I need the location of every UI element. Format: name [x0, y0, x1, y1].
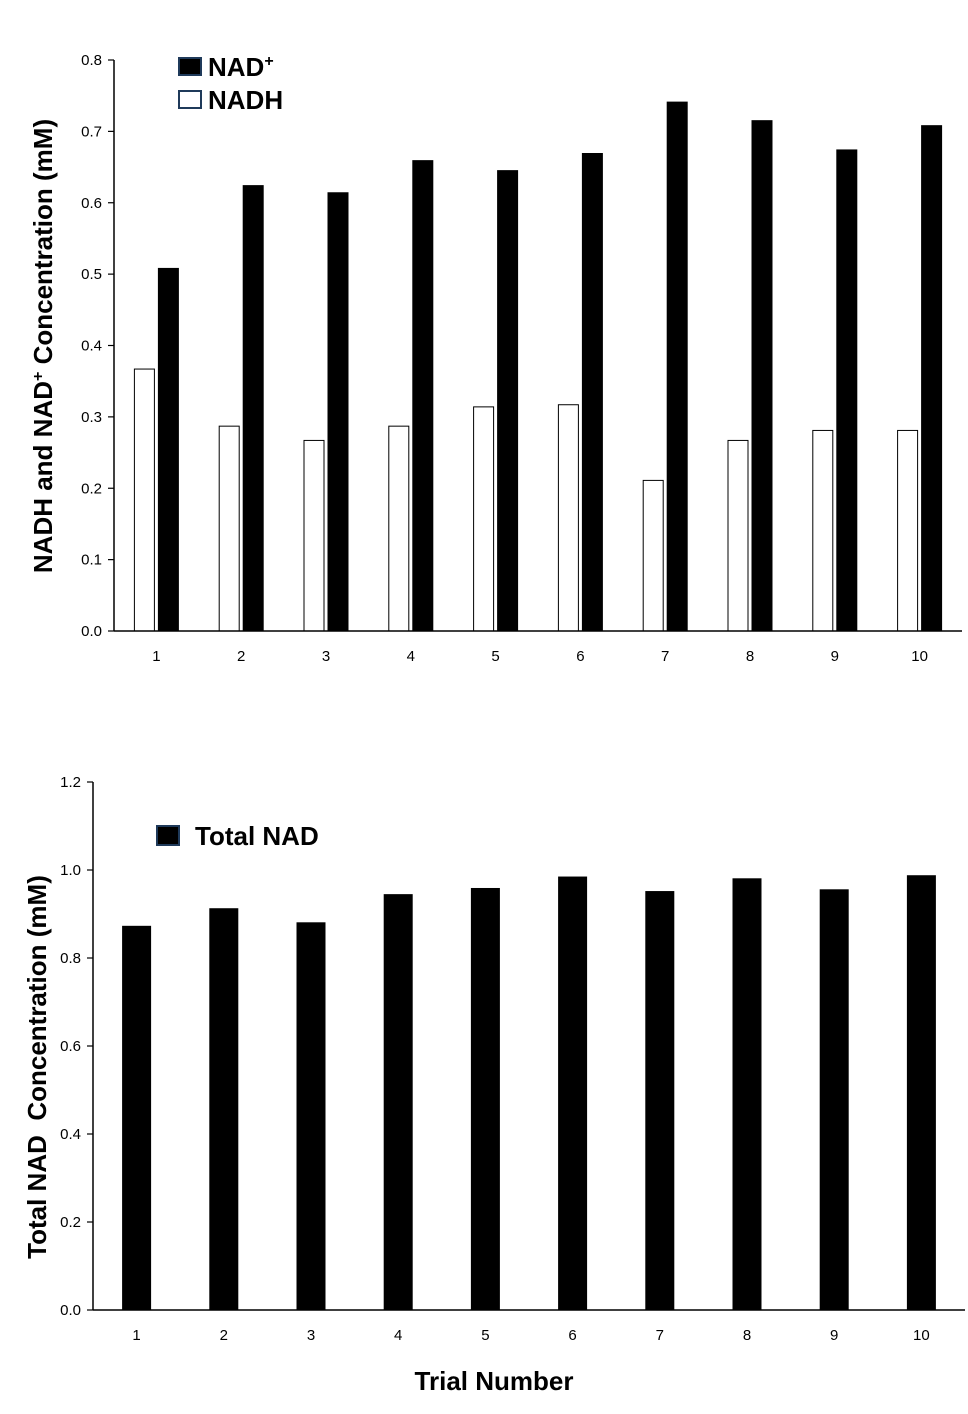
y-tick-label: 0.2: [81, 480, 102, 497]
y-ticks: 0.0 0.1 0.2 0.3 0.4 0.5 0.6 0.7 0.8: [81, 52, 114, 640]
bar-total-nad: [383, 894, 413, 1311]
x-tick-label: 8: [746, 648, 754, 665]
bar-nadh: [897, 429, 919, 632]
bar-total-nad: [122, 925, 152, 1311]
chart-total-nad: 0.0 0.2 0.4 0.6 0.8 1.0 1.2 1 2 3 4 5 6 7 8 9 10 Total …: [22, 774, 965, 1396]
bar-nadh: [557, 404, 579, 632]
legend-swatch-nad-plus: [178, 57, 202, 76]
x-tick-label: 6: [576, 648, 584, 665]
bar-nadh: [388, 425, 410, 632]
bar-total-nad: [819, 889, 849, 1311]
bar-total-nad: [296, 922, 326, 1311]
bar-total-nad: [906, 875, 936, 1311]
x-tick-label: 10: [911, 648, 928, 665]
y-tick-label: 0.8: [81, 52, 102, 69]
bar-nad-: [751, 120, 773, 632]
x-tick-label: 7: [656, 1327, 664, 1344]
y-tick-label: 0.8: [60, 950, 81, 967]
bar-nad-: [666, 101, 688, 632]
y-tick-label: 0.5: [81, 266, 102, 283]
bars-group: [122, 875, 936, 1311]
x-tick-label: 4: [407, 648, 415, 665]
bar-nadh: [727, 439, 749, 632]
x-tick-label: 3: [322, 648, 330, 665]
bar-nad-: [412, 160, 434, 632]
y-axis-title: Total NAD Concentration (mM): [22, 875, 52, 1259]
legend-swatch-total-nad: [156, 825, 180, 846]
bar-nadh: [303, 439, 325, 632]
x-tick-label: 5: [481, 1327, 489, 1344]
x-tick-label: 5: [491, 648, 499, 665]
legend-label-total-nad: Total NAD: [195, 821, 319, 851]
x-tick-label: 7: [661, 648, 669, 665]
y-tick-label: 0.0: [60, 1302, 81, 1319]
x-tick-label: 8: [743, 1327, 751, 1344]
y-ticks: 0.0 0.2 0.4 0.6 0.8 1.0 1.2: [60, 774, 93, 1319]
y-tick-label: 0.6: [81, 195, 102, 212]
y-tick-label: 0.4: [81, 338, 102, 355]
bar-nad-: [836, 149, 858, 632]
chart-nad-nadh: 0.00.10.20.30.40.50.60.70.8 1 2 3 4 5 6 7 8 9 10 …: [28, 52, 962, 665]
bar-nad-: [497, 170, 519, 632]
y-tick-label: 0.7: [81, 123, 102, 140]
y-tick-label: 0.0: [81, 623, 102, 640]
legend-label-nadh: NADH: [208, 85, 283, 115]
bar-nadh: [642, 479, 664, 632]
legend-label-nad-plus: NAD+: [208, 52, 274, 82]
bar-nadh: [473, 406, 495, 632]
bar-total-nad: [732, 878, 762, 1311]
bar-nad-: [327, 192, 349, 632]
bar-nadh: [812, 429, 834, 632]
x-tick-label: 9: [830, 1327, 838, 1344]
y-tick-label: 0.4: [60, 1126, 81, 1143]
bar-total-nad: [209, 908, 239, 1311]
x-tick-label: 10: [913, 1327, 930, 1344]
y-tick-label: 0.2: [60, 1214, 81, 1231]
bar-nad-: [921, 125, 943, 632]
x-ticks: 1 2 3 4 5 6 7 8 9 10: [132, 1327, 929, 1344]
x-ticks: 1 2 3 4 5 6 7 8 9 10: [152, 648, 928, 665]
x-axis-title: Trial Number: [415, 1366, 574, 1396]
x-tick-label: 4: [394, 1327, 402, 1344]
bar-nadh: [133, 368, 155, 632]
legend: Total NAD: [156, 821, 319, 851]
y-axis-title: NADH and NAD+ Concentration (mM): [28, 119, 58, 573]
y-tick-label: 1.2: [60, 774, 81, 791]
x-tick-label: 2: [237, 648, 245, 665]
bar-nadh: [218, 425, 240, 632]
x-tick-label: 1: [132, 1327, 140, 1344]
y-tick-label: 1.0: [60, 862, 81, 879]
bar-nad-: [157, 267, 179, 632]
x-tick-label: 1: [152, 648, 160, 665]
y-tick-label: 0.1: [81, 552, 102, 569]
y-tick-label: 0.6: [60, 1038, 81, 1055]
bar-total-nad: [470, 887, 500, 1311]
x-tick-label: 3: [307, 1327, 315, 1344]
x-tick-label: 9: [831, 648, 839, 665]
x-tick-label: 6: [568, 1327, 576, 1344]
bar-total-nad: [645, 891, 675, 1311]
legend: NAD+ NADH: [178, 52, 283, 115]
x-tick-label: 2: [220, 1327, 228, 1344]
bar-total-nad: [558, 876, 588, 1311]
bars-group: [133, 101, 943, 632]
y-tick-label: 0.3: [81, 409, 102, 426]
bar-nad-: [242, 185, 264, 632]
legend-swatch-nadh: [178, 90, 202, 109]
bar-nad-: [581, 153, 603, 632]
